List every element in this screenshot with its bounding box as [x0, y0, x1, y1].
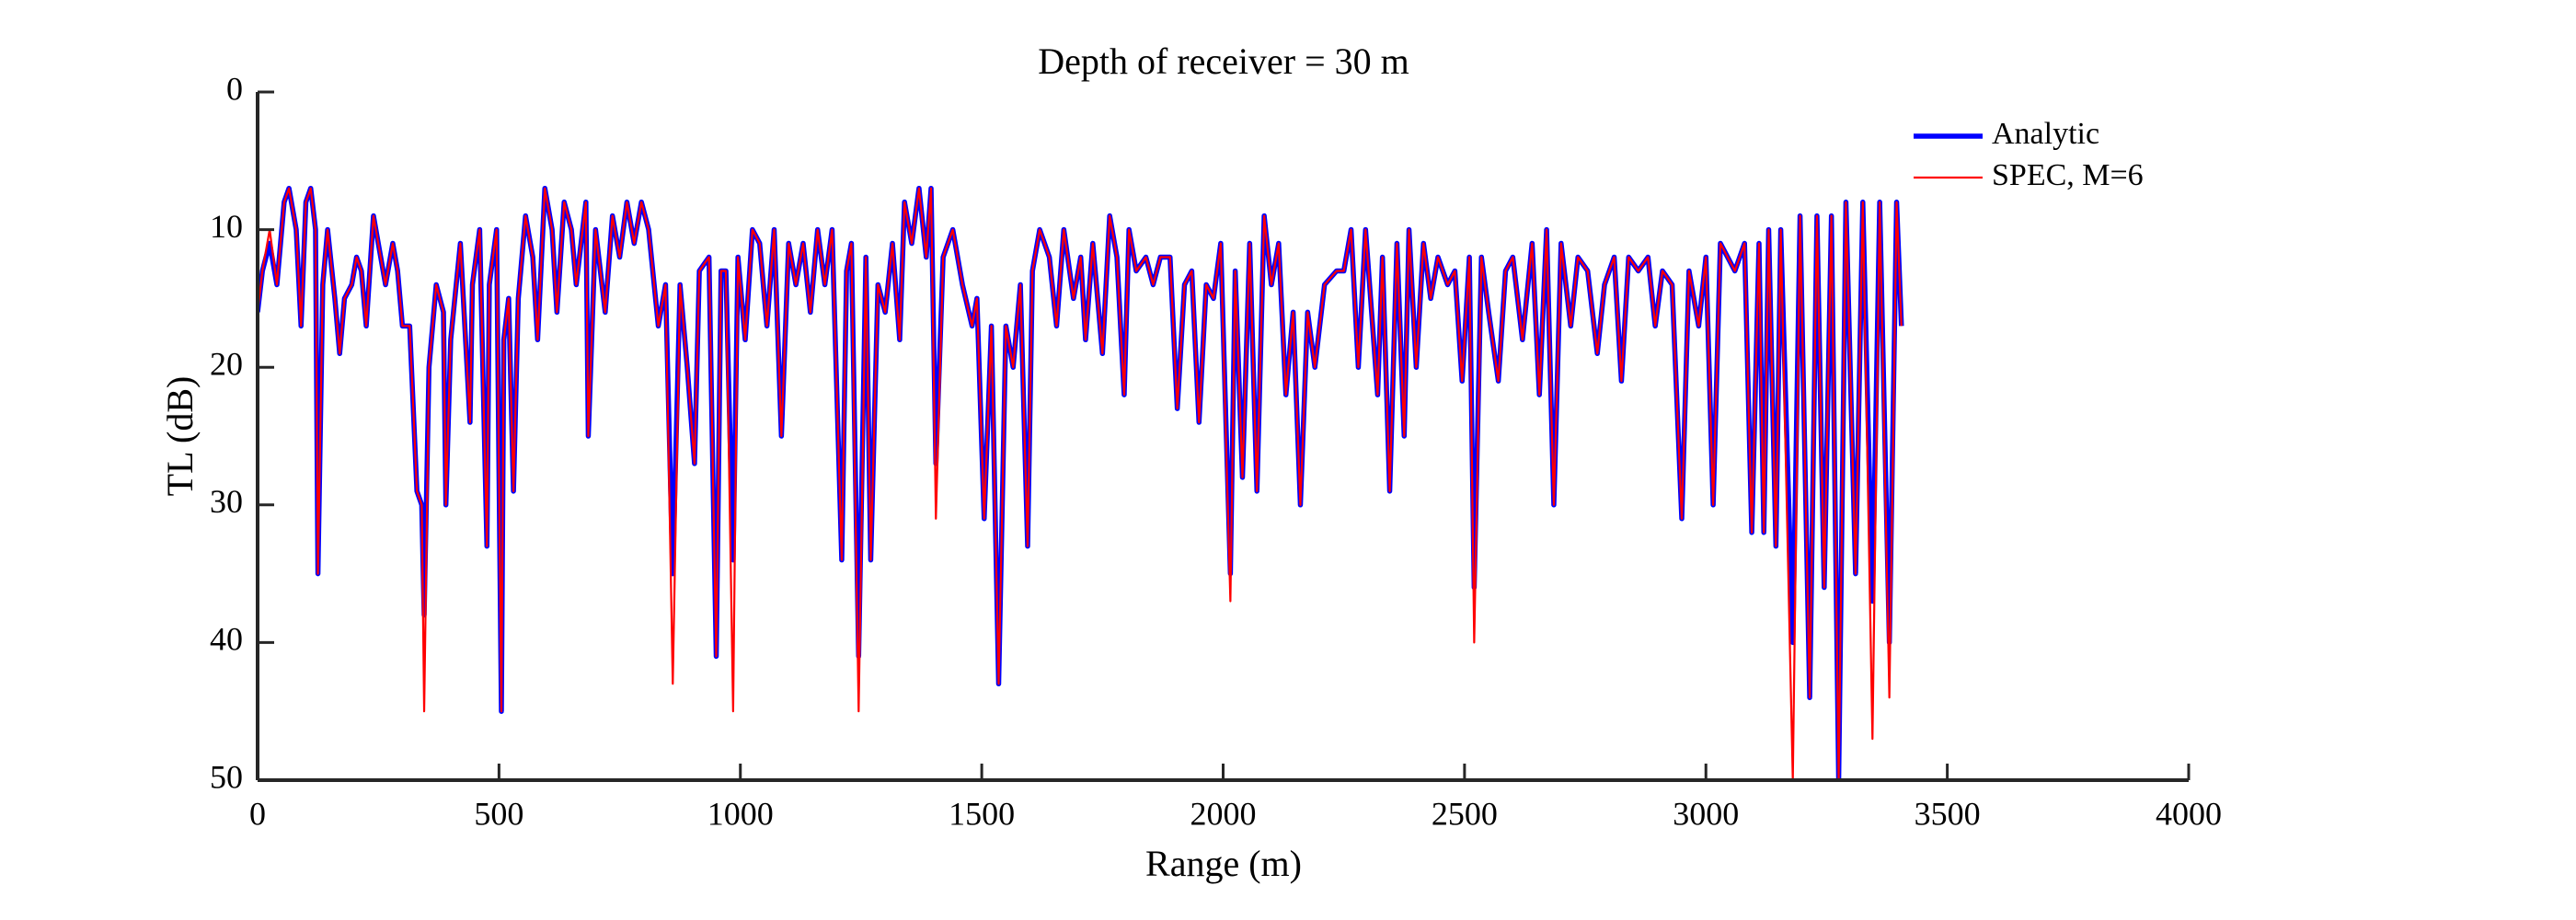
x-tick-label: 3000 [1673, 795, 1739, 832]
y-tick-label: 0 [226, 70, 243, 107]
plot-area [258, 185, 1904, 780]
y-tick-label: 30 [210, 483, 243, 520]
legend-label: SPEC, M=6 [1992, 158, 2144, 192]
x-tick-label: 1000 [707, 795, 774, 832]
y-tick-label: 50 [210, 758, 243, 795]
chart-title: Depth of receiver = 30 m [1038, 40, 1409, 82]
y-tick-label: 20 [210, 345, 243, 382]
series-line [258, 187, 1903, 780]
y-tick-label: 10 [210, 208, 243, 245]
y-tick-label: 40 [210, 621, 243, 658]
y-axis-label: TL (dB) [159, 376, 201, 497]
x-axis-label: Range (m) [1145, 843, 1302, 884]
x-tick-label: 4000 [2156, 795, 2222, 832]
series-line [258, 185, 1904, 780]
x-tick-label: 2500 [1432, 795, 1498, 832]
x-tick-label: 0 [249, 795, 266, 832]
x-tick-label: 3500 [1915, 795, 1981, 832]
x-tick-label: 500 [474, 795, 523, 832]
x-tick-label: 1500 [949, 795, 1015, 832]
x-tick-label: 2000 [1190, 795, 1257, 832]
legend-label: Analytic [1992, 117, 2099, 151]
